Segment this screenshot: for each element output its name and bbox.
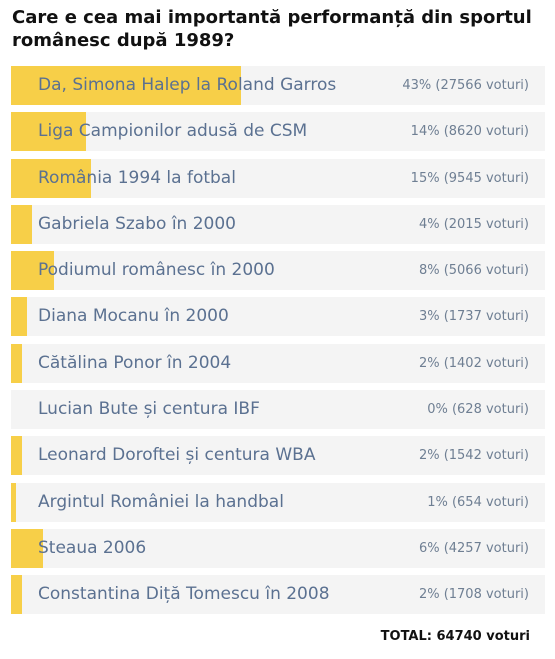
- poll-option-label: Leonard Doroftei și centura WBA: [38, 445, 316, 466]
- poll-option-bar: [11, 575, 22, 615]
- poll-option-label: România 1994 la fotbal: [38, 167, 236, 188]
- poll-option-11[interactable]: Steaua 2006 6% (4257 voturi): [11, 528, 545, 568]
- poll-option-bar: [11, 204, 32, 244]
- poll-option-result: 1% (654 voturi): [427, 494, 529, 510]
- poll-option-label: Argintul României la handbal: [38, 491, 284, 512]
- poll-option-bar: [11, 112, 86, 152]
- poll-option-bar: [11, 66, 241, 105]
- poll-option-label: Cătălina Ponor în 2004: [38, 352, 232, 373]
- poll-question: Care e cea mai importantă performanță di…: [12, 7, 532, 51]
- poll-option-result: 2% (1542 voturi): [418, 448, 529, 464]
- poll-option-4[interactable]: Gabriela Szabo în 2000 4% (2015 voturi): [11, 204, 545, 244]
- poll-option-1[interactable]: Da, Simona Halep la Roland Garros 43% (2…: [11, 66, 545, 105]
- poll-options: Da, Simona Halep la Roland Garros 43% (2…: [11, 66, 545, 622]
- poll-option-label: Da, Simona Halep la Roland Garros: [38, 75, 337, 95]
- poll-option-result: 15% (9545 voturi): [410, 170, 529, 186]
- poll-option-2[interactable]: Liga Campionilor adusă de CSM 14% (8620 …: [11, 112, 545, 152]
- poll-option-result: 6% (4257 voturi): [418, 540, 529, 556]
- poll-option-6[interactable]: Diana Mocanu în 2000 3% (1737 voturi): [11, 297, 545, 337]
- poll-option-5[interactable]: Podiumul românesc în 2000 8% (5066 votur…: [11, 251, 545, 291]
- poll-option-result: 43% (27566 voturi): [402, 78, 529, 93]
- poll-option-label: Liga Campionilor adusă de CSM: [38, 121, 308, 142]
- poll-option-bar: [11, 297, 27, 337]
- poll-option-bar: [11, 251, 54, 291]
- poll-option-12[interactable]: Constantina Diță Tomescu în 2008 2% (170…: [11, 575, 545, 615]
- poll-option-label: Diana Mocanu în 2000: [38, 306, 229, 327]
- poll-option-bar: [11, 482, 16, 522]
- poll-option-bar: [11, 158, 91, 198]
- poll-total: TOTAL: 64740 voturi: [380, 629, 530, 644]
- poll-option-result: 0% (628 voturi): [427, 402, 529, 418]
- poll-option-result: 4% (2015 voturi): [418, 216, 529, 232]
- poll-option-7[interactable]: Cătălina Ponor în 2004 2% (1402 voturi): [11, 343, 545, 383]
- poll-option-label: Podiumul românesc în 2000: [38, 260, 275, 281]
- poll-option-result: 2% (1708 voturi): [418, 587, 529, 603]
- poll-option-result: 3% (1737 voturi): [418, 309, 529, 325]
- poll-option-label: Constantina Diță Tomescu în 2008: [38, 584, 330, 605]
- poll-option-bar: [11, 436, 22, 476]
- poll-option-result: 2% (1402 voturi): [418, 355, 529, 371]
- poll-option-label: Steaua 2006: [38, 537, 147, 558]
- poll-option-9[interactable]: Leonard Doroftei și centura WBA 2% (1542…: [11, 436, 545, 476]
- poll-option-label: Gabriela Szabo în 2000: [38, 213, 236, 234]
- poll-option-8[interactable]: Lucian Bute și centura IBF 0% (628 votur…: [11, 390, 545, 430]
- poll-option-label: Lucian Bute și centura IBF: [38, 399, 260, 420]
- poll-option-bar: [11, 528, 43, 568]
- poll-option-result: 14% (8620 voturi): [410, 124, 529, 140]
- poll-option-bar: [11, 343, 22, 383]
- poll-option-10[interactable]: Argintul României la handbal 1% (654 vot…: [11, 482, 545, 522]
- poll-option-3[interactable]: România 1994 la fotbal 15% (9545 voturi): [11, 158, 545, 198]
- poll-option-result: 8% (5066 voturi): [418, 263, 529, 279]
